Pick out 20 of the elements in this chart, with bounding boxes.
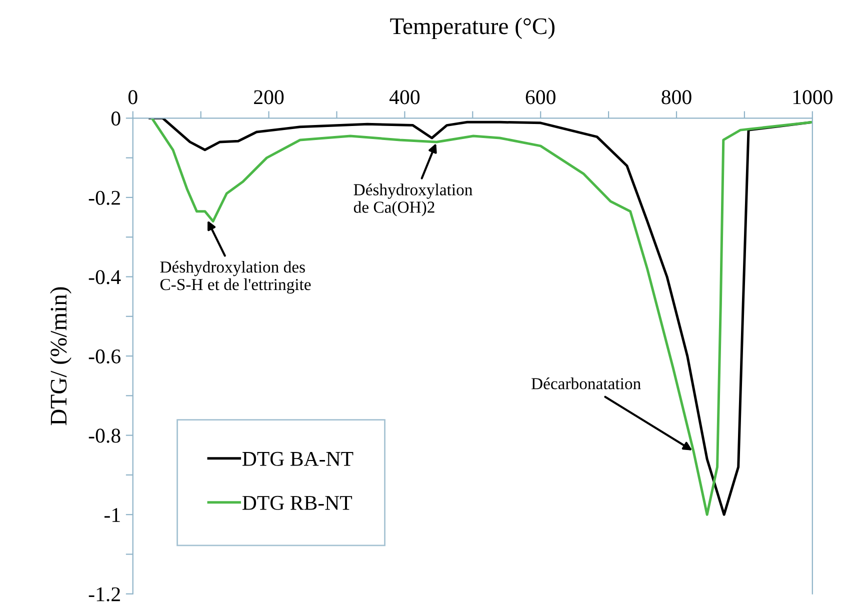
legend-label: DTG RB-NT xyxy=(242,496,352,510)
legend-label: DTG BA-NT xyxy=(242,452,354,466)
x-tick-label: 600 xyxy=(526,90,556,104)
y-tick-label: -0.4 xyxy=(88,270,121,284)
x-tick-label: 400 xyxy=(389,90,420,104)
y-tick-label: -0.8 xyxy=(88,428,120,443)
y-tick-label: -0.2 xyxy=(88,190,120,205)
x-tick-label: 0 xyxy=(128,90,138,104)
x-axis-title: Temperature (°C) xyxy=(390,18,554,40)
x-tick-label: 800 xyxy=(662,90,692,104)
annotation: Décarbonatation xyxy=(531,378,641,390)
x-tick-label: 1000 xyxy=(793,90,832,104)
y-tick-label: -1.2 xyxy=(88,587,120,602)
y-tick-label: -1 xyxy=(104,508,120,522)
annotation: Déshydroxylation des C-S-H et de l'ettringite xyxy=(160,260,311,294)
x-tick-label: 200 xyxy=(254,90,284,104)
y-tick-label: 0 xyxy=(111,112,120,126)
y-axis-title: DTG/ (%/min) xyxy=(50,287,72,426)
annotation: Déshydroxylation de Ca(OH)2 xyxy=(354,184,472,216)
y-tick-label: -0.6 xyxy=(88,349,120,364)
